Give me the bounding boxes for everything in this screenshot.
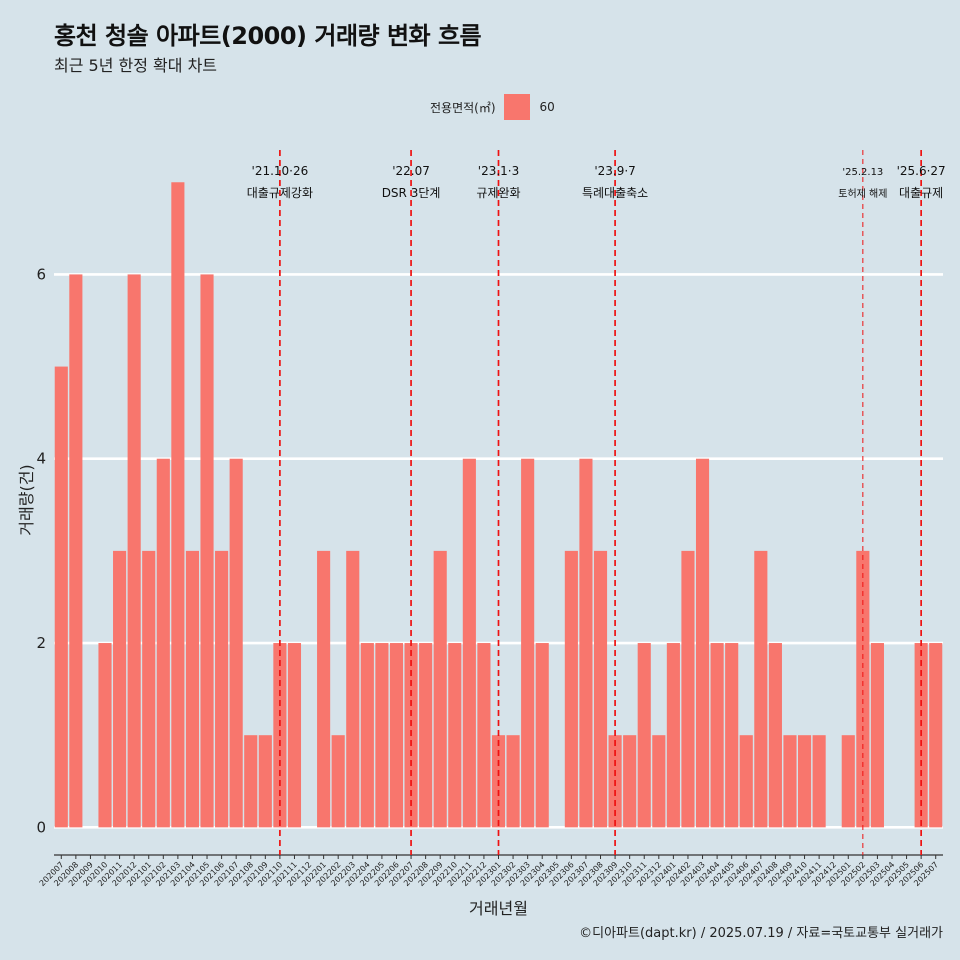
bar — [929, 643, 943, 828]
bar — [710, 643, 724, 828]
legend-title: 전용면적(㎡) — [430, 100, 496, 115]
event-date-label: '21.10·26 — [252, 164, 309, 178]
bar — [54, 366, 68, 828]
bar — [593, 550, 608, 828]
source-caption: ©디아파트(dapt.kr) / 2025.07.19 / 자료=국토교통부 실… — [579, 926, 943, 941]
bar — [360, 643, 374, 828]
bar — [171, 182, 185, 828]
bar — [98, 643, 112, 828]
bar — [725, 643, 739, 828]
bar — [142, 550, 156, 828]
bar — [433, 550, 447, 828]
bar — [652, 735, 666, 828]
event-date-label: '23.1·3 — [478, 164, 519, 178]
legend: 전용면적(㎡) 60 — [430, 94, 555, 120]
bar — [681, 550, 695, 828]
bar — [448, 643, 462, 828]
y-tick-label: 2 — [36, 634, 46, 652]
bar — [783, 735, 797, 828]
bar — [506, 735, 520, 828]
bar — [331, 735, 345, 828]
bar — [113, 550, 127, 828]
bar — [287, 643, 302, 828]
bar — [535, 643, 549, 828]
bar — [739, 735, 753, 828]
bar — [156, 458, 170, 828]
bar — [185, 550, 200, 828]
x-axis-title: 거래년월 — [469, 899, 528, 918]
event-date-label: '25.6·27 — [897, 164, 946, 178]
bar — [870, 643, 884, 828]
event-name-label: DSR 3단계 — [382, 186, 441, 200]
y-tick-label: 6 — [36, 265, 46, 283]
bar — [841, 735, 855, 828]
y-tick-label: 0 — [36, 818, 46, 836]
legend-swatch — [503, 94, 530, 120]
bar — [419, 643, 433, 828]
bar — [258, 735, 272, 828]
event-date-label: '23.9·7 — [594, 164, 635, 178]
event-name-label: 규제완화 — [476, 186, 520, 200]
bar — [754, 550, 768, 828]
event-name-label: 대출규제강화 — [247, 186, 313, 200]
bar — [389, 643, 404, 828]
bar — [797, 735, 812, 828]
legend-entry-label: 60 — [539, 100, 555, 114]
event-date-label: '25.2.13 — [842, 167, 883, 178]
bar — [695, 458, 710, 828]
event-name-label: 특례대출축소 — [582, 186, 648, 200]
event-name-label: 대출규제 — [899, 186, 943, 200]
bar — [856, 550, 870, 828]
bar — [69, 274, 83, 828]
bar — [666, 643, 680, 828]
bar — [229, 458, 243, 828]
bar — [477, 643, 491, 828]
y-tick-label: 4 — [36, 450, 46, 468]
chart-subtitle: 최근 5년 한정 확대 차트 — [54, 56, 218, 75]
bar — [623, 735, 637, 828]
bar — [564, 550, 578, 828]
bar — [462, 458, 476, 828]
bar — [637, 643, 651, 828]
bar — [521, 458, 535, 828]
bar — [200, 274, 214, 828]
bar — [579, 458, 593, 828]
bar — [244, 735, 258, 828]
event-name-label: 토허제 해제 — [838, 187, 887, 200]
bar — [375, 643, 389, 828]
event-date-label: '22.07 — [392, 164, 430, 178]
chart-title: 홍천 청솔 아파트(2000) 거래량 변화 흐름 — [54, 22, 482, 50]
y-axis-title: 거래량(건) — [17, 464, 36, 535]
bar — [317, 550, 331, 828]
bar — [346, 550, 360, 828]
bar — [812, 735, 826, 828]
bar — [768, 643, 782, 828]
bar — [215, 550, 229, 828]
bar — [127, 274, 141, 828]
